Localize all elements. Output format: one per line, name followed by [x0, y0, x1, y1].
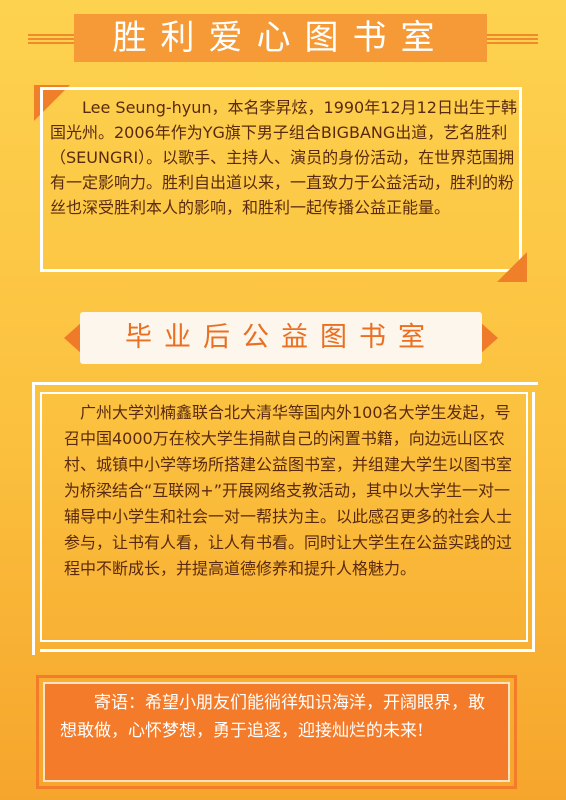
- library-panel-frame: [40, 392, 528, 642]
- page-title: 胜利爱心图书室: [74, 14, 487, 62]
- intro-panel-frame: [40, 87, 522, 272]
- intro-paragraph: Lee Seung-hyun，本名李昇炫，1990年12月12日出生于韩国光州。…: [50, 98, 517, 217]
- library-panel-shadow-frame: [40, 392, 535, 652]
- ribbon-left-tail: [64, 322, 82, 354]
- section-ribbon: 毕业后公益图书室: [64, 312, 498, 364]
- message-box: [36, 675, 517, 789]
- message-text: 寄语：希望小朋友们能徜徉知识海洋，开阔眼界，敢想敢做，心怀梦想，勇于追逐，迎接灿…: [60, 693, 485, 741]
- section-title: 毕业后公益图书室: [80, 312, 482, 364]
- corner-triangle-decoration: [497, 252, 527, 282]
- library-paragraph: 广州大学刘楠鑫联合北大清华等国内外100名大学生发起，号召中国4000万在校大学…: [64, 403, 513, 578]
- ribbon-right-tail: [480, 322, 498, 354]
- library-panel-outer-frame: [32, 382, 538, 655]
